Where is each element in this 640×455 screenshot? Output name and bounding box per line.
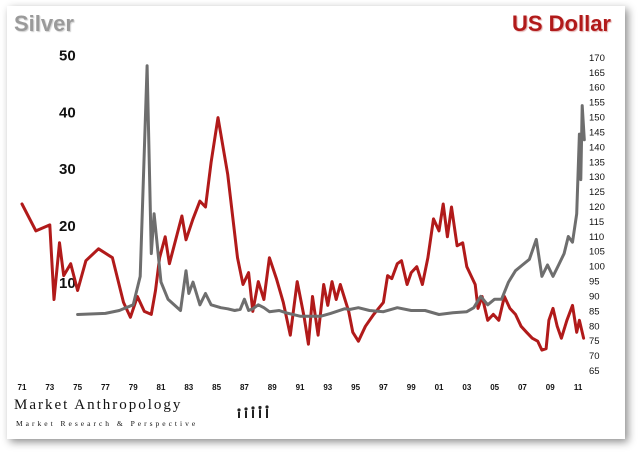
x-tick-label: 89 xyxy=(268,383,277,392)
x-tick-label: 85 xyxy=(212,383,221,392)
x-tick-label: 75 xyxy=(73,383,82,392)
right-tick-label: 165 xyxy=(589,68,605,79)
market-anthropology-logo: Market Anthropology Market Research & Pe… xyxy=(8,393,276,437)
x-tick-label: 97 xyxy=(379,383,388,392)
x-tick-label: 11 xyxy=(574,383,583,392)
left-tick-label: 30 xyxy=(59,161,76,178)
right-tick-label: 170 xyxy=(589,53,605,64)
right-tick-label: 140 xyxy=(589,142,605,153)
x-tick-label: 77 xyxy=(101,383,110,392)
logo-tagline: Market Research & Perspective xyxy=(16,419,199,428)
left-tick-label: 10 xyxy=(59,275,76,292)
series-layer xyxy=(20,64,586,352)
right-tick-label: 110 xyxy=(589,232,604,243)
right-tick-label: 95 xyxy=(589,277,600,288)
x-tick-label: 01 xyxy=(435,383,444,392)
right-tick-label: 105 xyxy=(589,247,605,258)
right-tick-label: 125 xyxy=(589,187,605,198)
us-dollar-line xyxy=(20,116,586,352)
right-tick-label: 130 xyxy=(589,172,605,183)
right-tick-label: 85 xyxy=(589,306,600,317)
us-dollar-title: US Dollar xyxy=(511,11,611,36)
right-axis: 65 70 75 80 85 90 95 100 105 110 115 120 125 130 135 14… xyxy=(589,53,605,377)
x-tick-label: 71 xyxy=(18,383,27,392)
chart-plot: 10 20 30 40 50 65 70 75 80 85 90 95 100 105 110 115 120… xyxy=(18,47,605,392)
x-axis: 71 73 75 77 79 81 83 85 87 89 91 93 95 97 99 01 03 05 07 09… xyxy=(18,383,583,392)
x-tick-label: 07 xyxy=(518,383,527,392)
right-tick-label: 90 xyxy=(589,291,600,302)
right-tick-label: 80 xyxy=(589,321,600,332)
right-tick-label: 100 xyxy=(589,262,605,273)
x-tick-label: 91 xyxy=(296,383,305,392)
x-tick-label: 09 xyxy=(546,383,555,392)
right-tick-label: 145 xyxy=(589,127,605,138)
right-tick-label: 155 xyxy=(589,98,605,109)
right-tick-label: 115 xyxy=(589,217,604,228)
silver-line xyxy=(76,64,586,318)
right-tick-label: 65 xyxy=(589,366,600,377)
x-tick-label: 81 xyxy=(157,383,166,392)
x-tick-label: 95 xyxy=(351,383,360,392)
right-tick-label: 135 xyxy=(589,157,605,168)
right-tick-label: 120 xyxy=(589,202,605,213)
left-tick-label: 50 xyxy=(59,47,76,64)
chart-frame: 10 20 30 40 50 65 70 75 80 85 90 95 100 105 110 115 120… xyxy=(7,6,625,439)
right-tick-label: 150 xyxy=(589,113,605,124)
x-tick-label: 83 xyxy=(184,383,193,392)
left-tick-label: 40 xyxy=(59,104,76,121)
evolution-figures-icon xyxy=(237,405,269,418)
x-tick-label: 05 xyxy=(490,383,499,392)
x-tick-label: 03 xyxy=(462,383,471,392)
x-tick-label: 99 xyxy=(407,383,416,392)
x-tick-label: 93 xyxy=(323,383,332,392)
x-tick-label: 87 xyxy=(240,383,249,392)
x-tick-label: 73 xyxy=(45,383,54,392)
logo-name: Market Anthropology xyxy=(14,397,183,413)
silver-title: Silver xyxy=(14,11,74,36)
right-tick-label: 160 xyxy=(589,83,605,94)
left-axis: 10 20 30 40 50 xyxy=(59,47,76,292)
x-tick-label: 79 xyxy=(129,383,138,392)
left-tick-label: 20 xyxy=(59,218,76,235)
right-tick-label: 70 xyxy=(589,351,600,362)
right-tick-label: 75 xyxy=(589,336,600,347)
